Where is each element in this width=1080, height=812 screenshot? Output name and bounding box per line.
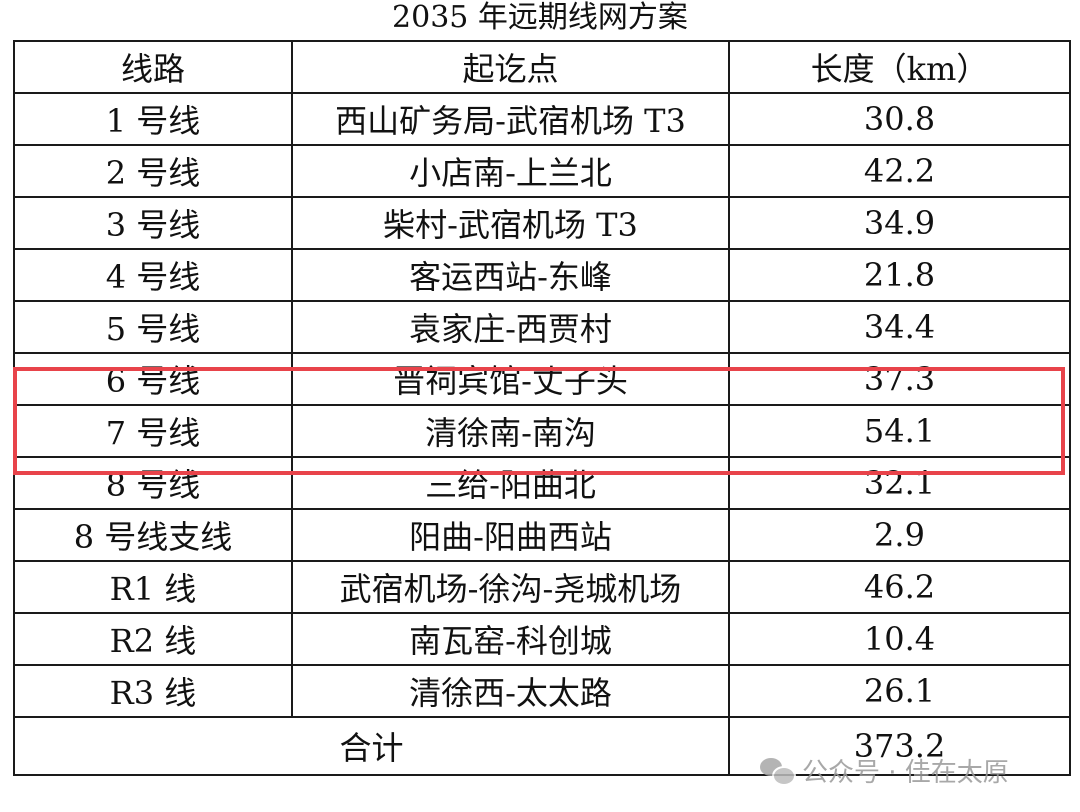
total-label: 合计 [13, 716, 730, 776]
cell-route: 西山矿务局-武宿机场 T3 [291, 92, 730, 146]
cell-length: 54.1 [728, 404, 1071, 458]
cell-length: 2.9 [728, 508, 1071, 562]
cell-route: 清徐南-南沟 [291, 404, 730, 458]
cell-line: R2 线 [13, 612, 293, 666]
cell-route: 阳曲-阳曲西站 [291, 508, 730, 562]
cell-line: 8 号线支线 [13, 508, 293, 562]
table-row: 8 号线支线 阳曲-阳曲西站 2.9 [13, 508, 1071, 562]
table-header-row: 线路 起讫点 长度（km） [13, 40, 1071, 94]
table-row: 2 号线 小店南-上兰北 42.2 [13, 144, 1071, 198]
table-row: 6 号线 晋祠宾馆-丈子头 37.3 [13, 352, 1071, 406]
cell-length: 34.9 [728, 196, 1071, 250]
cell-line: 3 号线 [13, 196, 293, 250]
cell-route: 袁家庄-西贾村 [291, 300, 730, 354]
cell-route: 武宿机场-徐沟-尧城机场 [291, 560, 730, 614]
table-row: 4 号线 客运西站-东峰 21.8 [13, 248, 1071, 302]
table-row: R2 线 南瓦窑-科创城 10.4 [13, 612, 1071, 666]
table-row: 1 号线 西山矿务局-武宿机场 T3 30.8 [13, 92, 1071, 146]
cell-length: 32.1 [728, 456, 1071, 510]
header-line: 线路 [13, 40, 293, 94]
total-value: 373.2 [728, 716, 1071, 776]
cell-line: 8 号线 [13, 456, 293, 510]
table-row: 3 号线 柴村-武宿机场 T3 34.9 [13, 196, 1071, 250]
table-total-row: 合计 373.2 [13, 716, 1071, 776]
cell-line: 1 号线 [13, 92, 293, 146]
cell-route: 南瓦窑-科创城 [291, 612, 730, 666]
header-route: 起讫点 [291, 40, 730, 94]
table-row: R3 线 清徐西-太太路 26.1 [13, 664, 1071, 718]
cell-line: 6 号线 [13, 352, 293, 406]
cell-route: 客运西站-东峰 [291, 248, 730, 302]
table-row: R1 线 武宿机场-徐沟-尧城机场 46.2 [13, 560, 1071, 614]
header-length: 长度（km） [728, 40, 1071, 94]
cell-route: 三给-阳曲北 [291, 456, 730, 510]
cell-length: 26.1 [728, 664, 1071, 718]
cell-length: 21.8 [728, 248, 1071, 302]
cell-length: 30.8 [728, 92, 1071, 146]
cell-line: 7 号线 [13, 404, 293, 458]
cell-line: 4 号线 [13, 248, 293, 302]
cell-line: 5 号线 [13, 300, 293, 354]
cell-route: 清徐西-太太路 [291, 664, 730, 718]
cell-route: 小店南-上兰北 [291, 144, 730, 198]
line-network-table: 线路 起讫点 长度（km） 1 号线 西山矿务局-武宿机场 T3 30.8 2 … [13, 40, 1071, 776]
cell-line: R3 线 [13, 664, 293, 718]
table-title: 2035 年远期线网方案 [392, 0, 688, 35]
cell-length: 46.2 [728, 560, 1071, 614]
cell-route: 晋祠宾馆-丈子头 [291, 352, 730, 406]
cell-length: 42.2 [728, 144, 1071, 198]
cell-length: 37.3 [728, 352, 1071, 406]
cell-line: R1 线 [13, 560, 293, 614]
table-row: 5 号线 袁家庄-西贾村 34.4 [13, 300, 1071, 354]
cell-length: 10.4 [728, 612, 1071, 666]
table-row: 8 号线 三给-阳曲北 32.1 [13, 456, 1071, 510]
cell-line: 2 号线 [13, 144, 293, 198]
cell-route: 柴村-武宿机场 T3 [291, 196, 730, 250]
cell-length: 34.4 [728, 300, 1071, 354]
table-row: 7 号线 清徐南-南沟 54.1 [13, 404, 1071, 458]
